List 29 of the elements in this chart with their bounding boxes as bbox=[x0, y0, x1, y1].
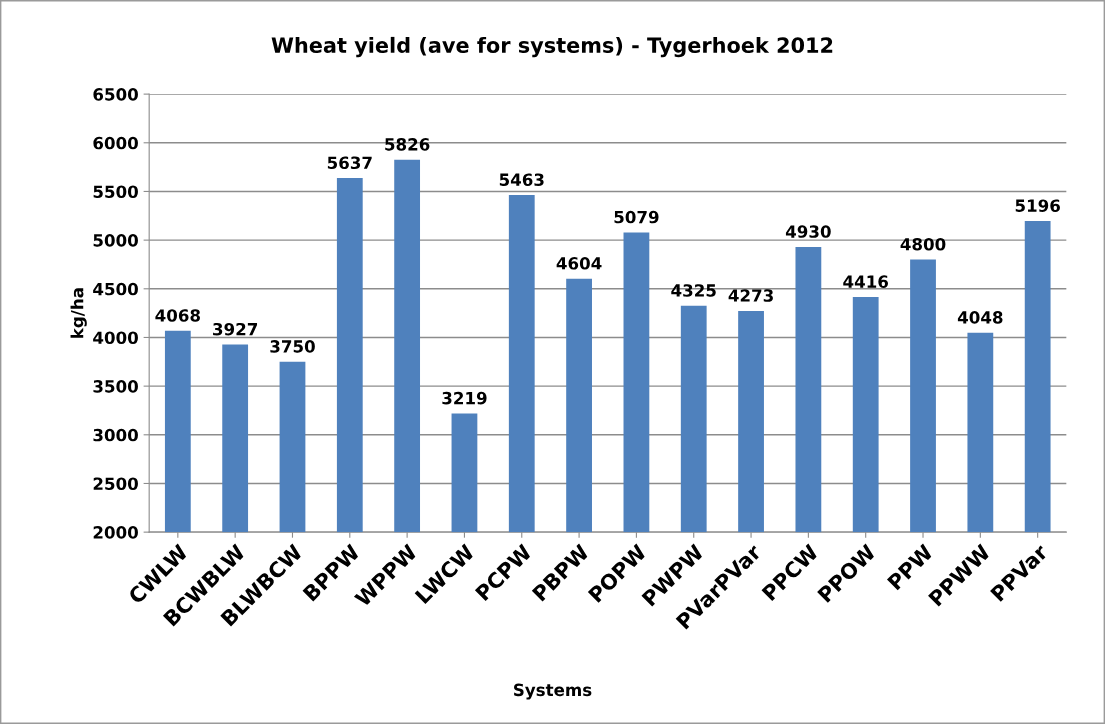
data-label: 5826 bbox=[385, 138, 430, 151]
y-tick-label: 3500 bbox=[93, 380, 138, 393]
y-tick-label: 3000 bbox=[93, 428, 138, 442]
data-label: 5463 bbox=[499, 173, 544, 186]
chart-title: Wheat yield (ave for systems) - Tygerhoek 2012 bbox=[271, 36, 833, 58]
y-tick-label: 4500 bbox=[93, 282, 138, 296]
y-axis-title: kg/ha bbox=[70, 288, 87, 338]
data-label: 4068 bbox=[155, 309, 200, 322]
y-tick-label: 4000 bbox=[93, 331, 138, 345]
data-label: 3750 bbox=[270, 340, 315, 353]
data-label: 3927 bbox=[213, 322, 258, 336]
data-label: 4800 bbox=[900, 237, 946, 251]
data-label: 5196 bbox=[1015, 199, 1060, 212]
y-tick-label: 6500 bbox=[93, 88, 138, 101]
y-tick-label: 2500 bbox=[93, 477, 138, 491]
data-label: 5079 bbox=[614, 210, 659, 224]
data-label: 4048 bbox=[957, 311, 1003, 324]
data-label: 4416 bbox=[843, 275, 888, 288]
y-tick-label: 5000 bbox=[93, 234, 138, 247]
data-label: 4273 bbox=[728, 289, 773, 302]
data-label: 4604 bbox=[556, 257, 602, 270]
y-tick-label: 6000 bbox=[93, 136, 138, 150]
data-label: 5637 bbox=[327, 156, 372, 170]
x-axis-title: Systems bbox=[514, 683, 592, 700]
data-label: 4930 bbox=[785, 225, 831, 238]
data-label: 3219 bbox=[442, 391, 487, 405]
y-tick-label: 2000 bbox=[93, 526, 138, 539]
data-label: 4325 bbox=[671, 284, 716, 297]
y-tick-label: 5500 bbox=[93, 185, 138, 199]
